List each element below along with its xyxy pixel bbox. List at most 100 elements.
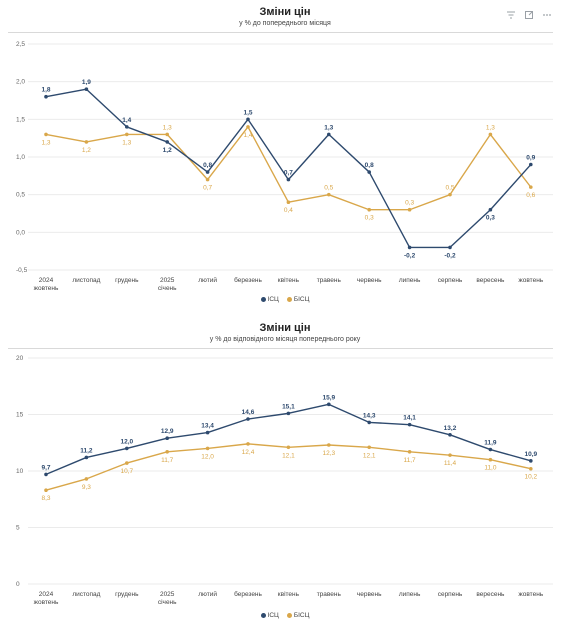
legend-item-cpi[interactable]: ІСЦ (260, 612, 279, 619)
y-tick-label: 5 (16, 525, 20, 532)
x-tick-label: серпень (438, 277, 463, 284)
data-label: 0,5 (445, 185, 454, 192)
data-point (125, 125, 129, 129)
data-label: 0,8 (203, 162, 212, 169)
data-label: 1,3 (324, 124, 333, 131)
data-point (125, 446, 129, 451)
data-label: 11,9 (484, 440, 497, 447)
chart-subtitle: у % до попереднього місяця (239, 20, 331, 27)
data-point (205, 430, 210, 435)
data-point (84, 140, 89, 144)
legend-item-cpi[interactable]: ІСЦ (260, 296, 279, 303)
x-tick-label: листопад (72, 277, 100, 284)
x-tick-label: вересень (476, 277, 505, 284)
data-point (246, 417, 250, 421)
data-point (407, 207, 412, 212)
series-line-0 (45, 88, 532, 249)
data-point (84, 87, 89, 91)
data-point (448, 192, 452, 197)
x-tick-label: серпень (438, 591, 463, 598)
data-label: 8,3 (41, 495, 50, 502)
expand-icon[interactable] (524, 10, 534, 20)
data-point (44, 94, 48, 99)
data-label: 12,0 (201, 453, 214, 460)
chart-toolbar (506, 10, 552, 20)
data-point (407, 449, 412, 454)
data-point (205, 446, 210, 451)
data-label: 1,3 (163, 124, 172, 131)
data-label: 0,3 (405, 200, 414, 207)
data-point (488, 207, 493, 212)
data-point (367, 445, 372, 450)
annual-price-chart: 0 5 10 15 20 2024 жовтень листопад грудень 2025 сі… (16, 355, 553, 606)
y-tick-label: 2,0 (16, 79, 25, 86)
data-label: 0,3 (486, 215, 495, 222)
data-point (529, 459, 533, 463)
data-point (488, 132, 493, 137)
chart-legend: ІСЦ БІСЦ (0, 296, 570, 303)
legend-item-core-cpi[interactable]: БІСЦ (286, 612, 310, 619)
data-label: -0,2 (444, 252, 456, 259)
x-tick-label: листопад (72, 591, 100, 598)
data-label: 12,9 (161, 428, 174, 435)
data-point (327, 192, 331, 197)
data-label: 14,1 (403, 415, 416, 422)
data-point (286, 445, 291, 450)
legend-label-core-cpi: БІСЦ (293, 612, 310, 619)
y-tick-label: 2,5 (16, 41, 25, 48)
y-tick-label: -0,5 (16, 267, 28, 274)
x-tick-label: березень (234, 590, 262, 598)
legend-marker-core-cpi (286, 297, 292, 302)
x-tick-label: 2024 жовтень (34, 591, 59, 606)
filter-icon[interactable] (506, 10, 516, 20)
data-point (286, 411, 291, 416)
data-point (286, 200, 291, 204)
data-label: 15,1 (282, 403, 295, 410)
legend-marker-core-cpi (286, 613, 292, 618)
data-point (488, 457, 493, 462)
legend-label-core-cpi: БІСЦ (293, 296, 310, 303)
data-label: 12,1 (282, 452, 295, 459)
data-label: 0,9 (526, 155, 535, 162)
x-tick-label: травень (317, 591, 342, 598)
data-point (327, 443, 331, 447)
legend-marker-cpi (260, 297, 266, 302)
y-tick-label: 10 (16, 468, 24, 475)
data-point (327, 402, 331, 407)
x-tick-label: березень (234, 276, 262, 284)
data-point (84, 455, 89, 460)
data-label: 0,3 (365, 215, 374, 222)
legend-marker-cpi (260, 613, 266, 618)
x-tick-label: червень (357, 277, 382, 284)
data-label: 1,4 (122, 117, 131, 124)
x-tick-label: квітень (278, 590, 300, 598)
data-label: 12,4 (242, 449, 255, 456)
legend-label-cpi: ІСЦ (267, 296, 279, 303)
data-label: 1,8 (41, 87, 50, 94)
data-label: 11,2 (80, 447, 93, 454)
x-tick-label: жовтень (518, 277, 543, 284)
data-label: 12,3 (322, 450, 335, 457)
data-point (448, 433, 452, 437)
x-tick-label: 2025 січень (158, 591, 177, 606)
chart-panel-annual: Зміни цін у % до відповідного місяця поп… (0, 316, 570, 627)
data-label: 9,3 (82, 484, 91, 491)
data-point (246, 117, 250, 122)
y-tick-label: 15 (16, 412, 24, 419)
data-point (165, 436, 169, 441)
data-label: 0,7 (284, 170, 293, 177)
data-point (84, 477, 89, 481)
title-separator (8, 32, 553, 33)
data-label: 0,7 (203, 185, 212, 192)
more-icon[interactable] (542, 10, 552, 20)
data-label: 0,5 (324, 185, 333, 192)
data-label: 1,9 (82, 79, 91, 86)
x-tick-label: липень (399, 277, 421, 284)
x-tick-label: лютий (198, 590, 217, 598)
data-label: 1,3 (122, 139, 131, 146)
chart-legend: ІСЦ БІСЦ (0, 612, 570, 619)
data-point (44, 132, 48, 137)
chart-subtitle: у % до відповідного місяця попереднього … (209, 336, 361, 343)
legend-item-core-cpi[interactable]: БІСЦ (286, 296, 310, 303)
data-point (165, 140, 169, 144)
